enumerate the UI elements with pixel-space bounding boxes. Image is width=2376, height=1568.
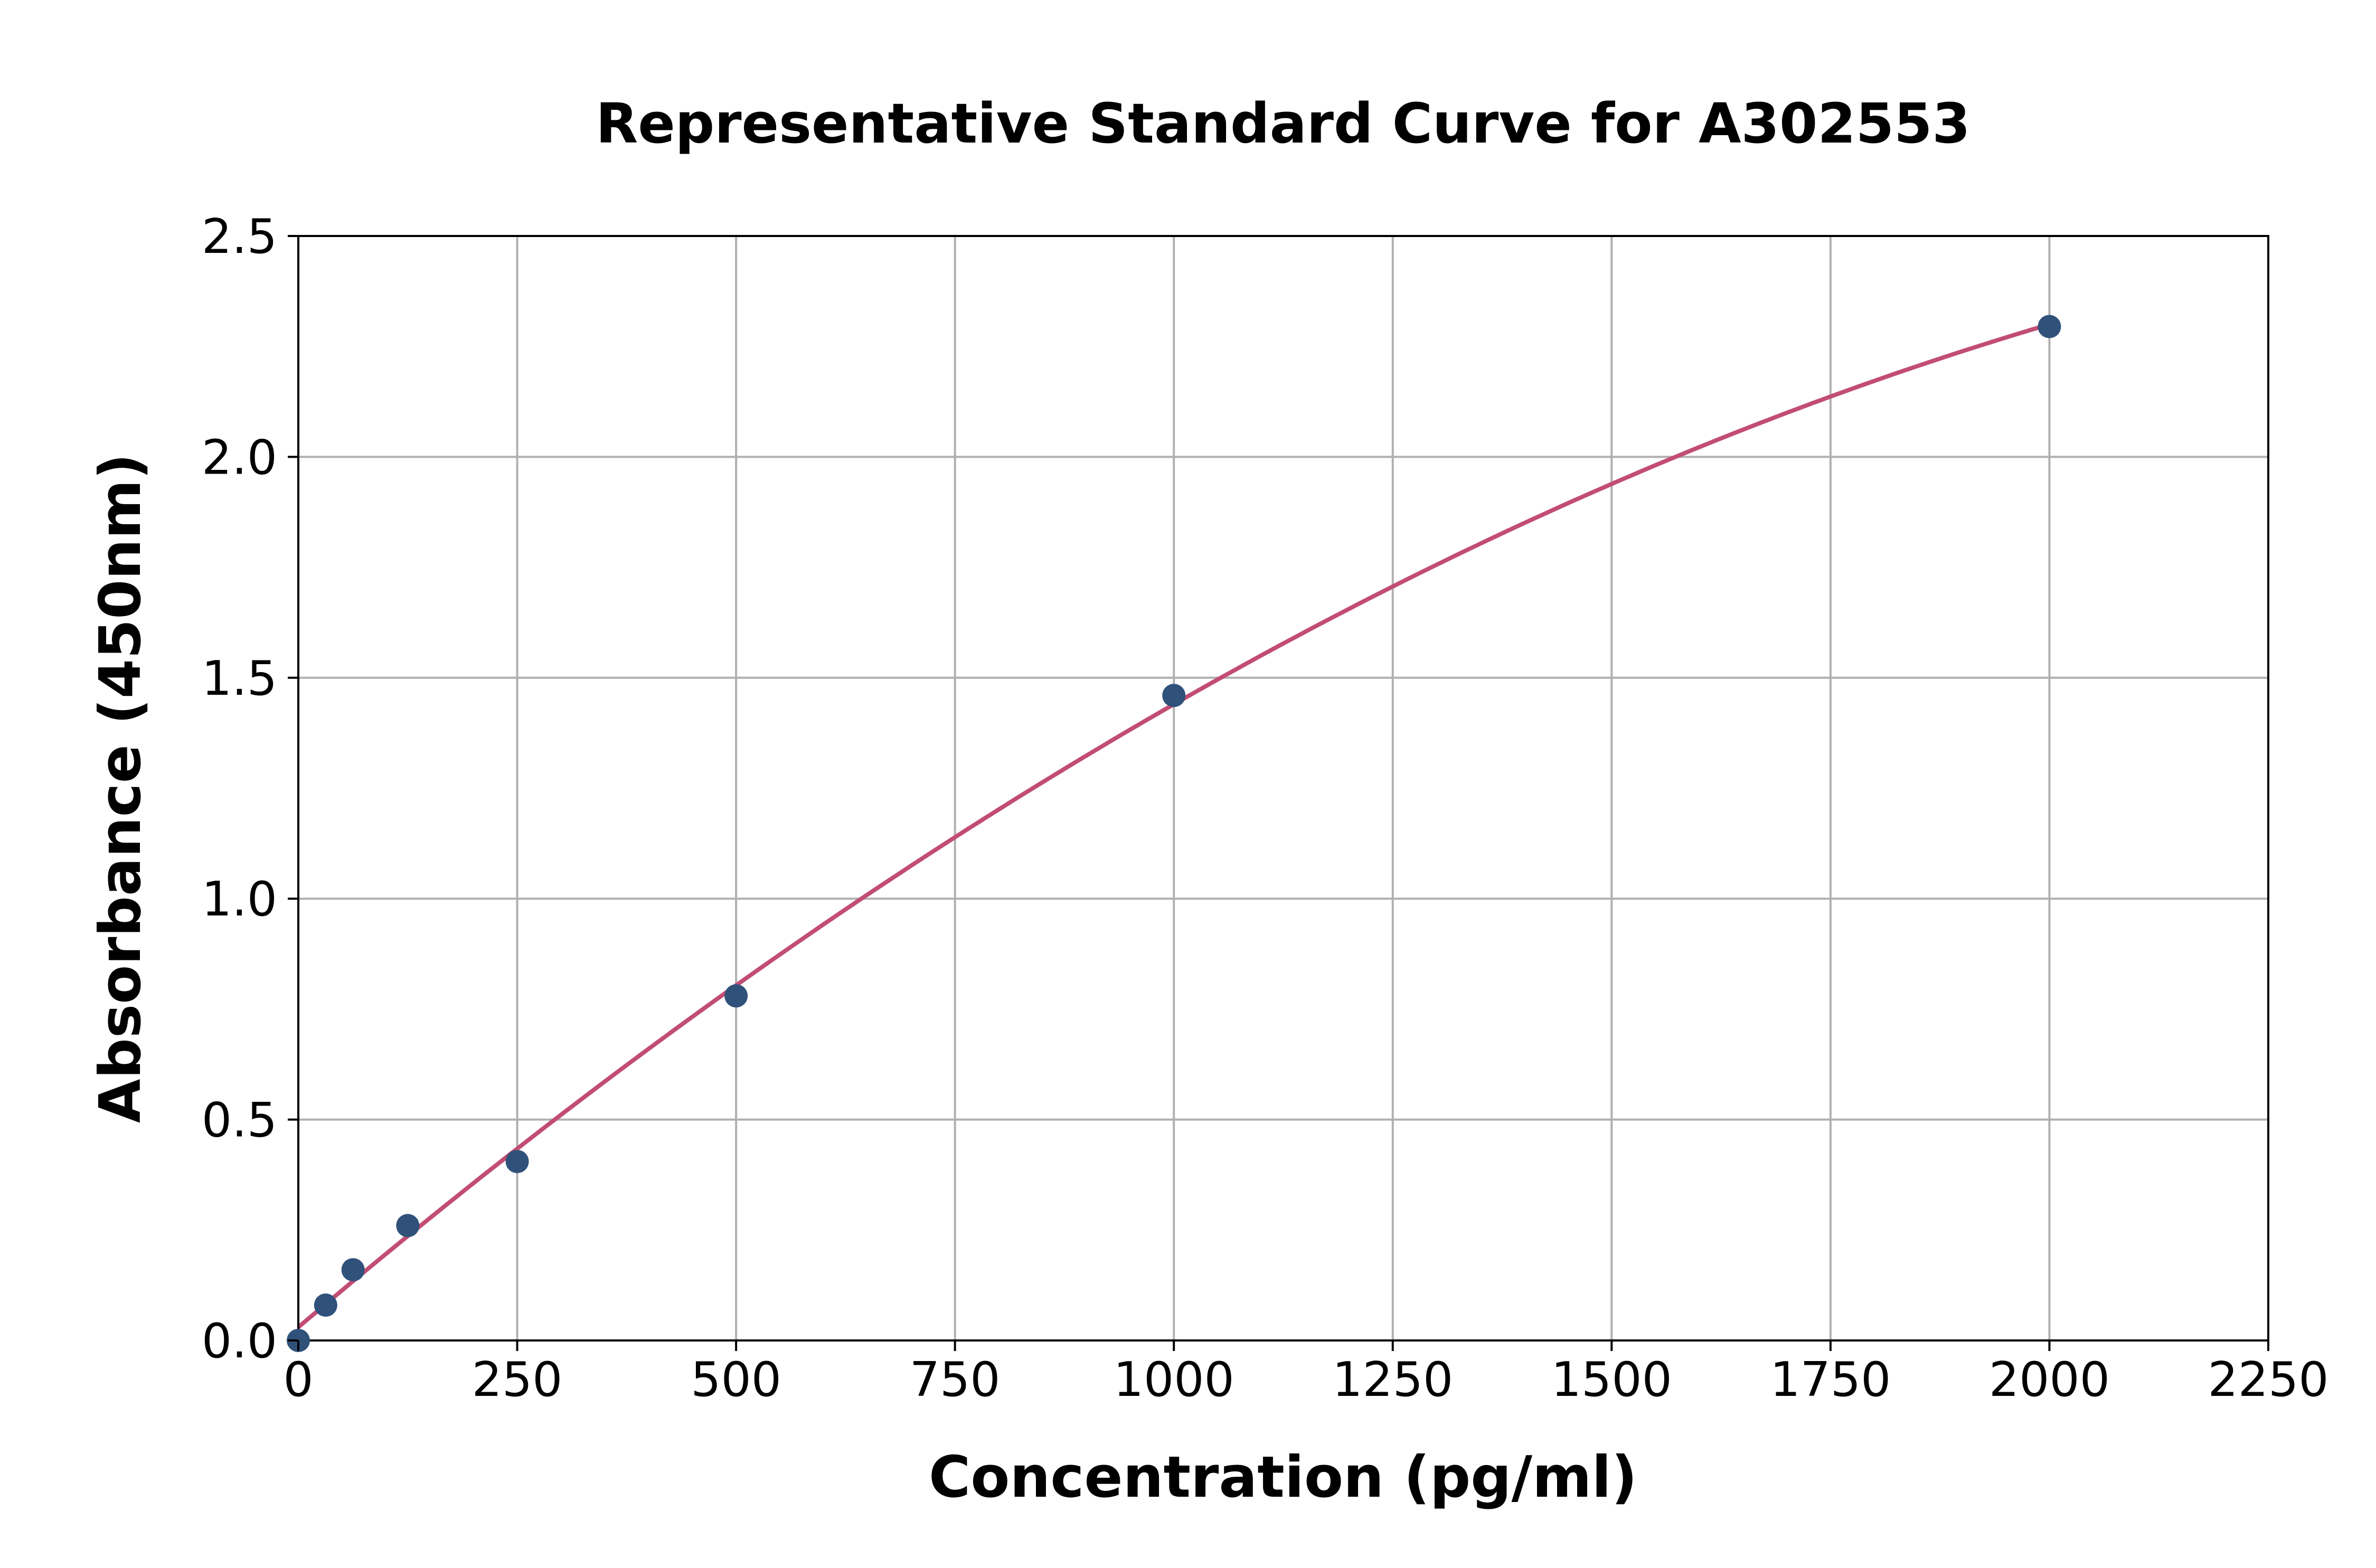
x-axis-ticks: 0 250 500 750 1000 1250 1500 1750 2000 2250: [283, 1340, 2329, 1408]
data-point: [505, 1150, 529, 1174]
x-tick-label: 0: [283, 1352, 313, 1408]
y-tick-label: 1.5: [202, 651, 277, 706]
x-tick-label: 500: [691, 1352, 781, 1408]
data-point: [341, 1258, 365, 1282]
plot-frame: [297, 235, 2269, 1342]
chart-title: Representative Standard Curve for A30255…: [596, 91, 1970, 156]
x-tick-label: 1000: [1114, 1352, 1234, 1408]
y-tick-label: 0.0: [202, 1314, 277, 1369]
x-tick-label: 1250: [1332, 1352, 1453, 1408]
y-tick-label: 0.5: [202, 1093, 277, 1148]
data-point: [1162, 684, 1186, 707]
x-tick-label: 2000: [1989, 1352, 2110, 1408]
grid: [297, 235, 2269, 1342]
data-point: [396, 1214, 420, 1238]
x-tick-label: 1750: [1770, 1352, 1891, 1408]
x-tick-label: 1500: [1551, 1352, 1672, 1408]
x-axis-label: Concentration (pg/ml): [929, 1444, 1637, 1510]
x-tick-label: 750: [910, 1352, 1001, 1408]
y-tick-label: 1.0: [202, 872, 277, 927]
y-axis-ticks: 0.0 0.5 1.0 1.5 2.0 2.5: [202, 209, 298, 1369]
y-tick-label: 2.0: [202, 430, 277, 485]
y-axis-label: Absorbance (450nm): [88, 454, 154, 1123]
data-point: [314, 1293, 337, 1317]
x-tick-label: 250: [472, 1352, 563, 1408]
x-tick-label: 2250: [2208, 1352, 2328, 1408]
y-tick-label: 2.5: [202, 209, 277, 265]
data-points: [287, 315, 2061, 1352]
data-point: [724, 984, 748, 1008]
data-point: [2038, 315, 2061, 338]
